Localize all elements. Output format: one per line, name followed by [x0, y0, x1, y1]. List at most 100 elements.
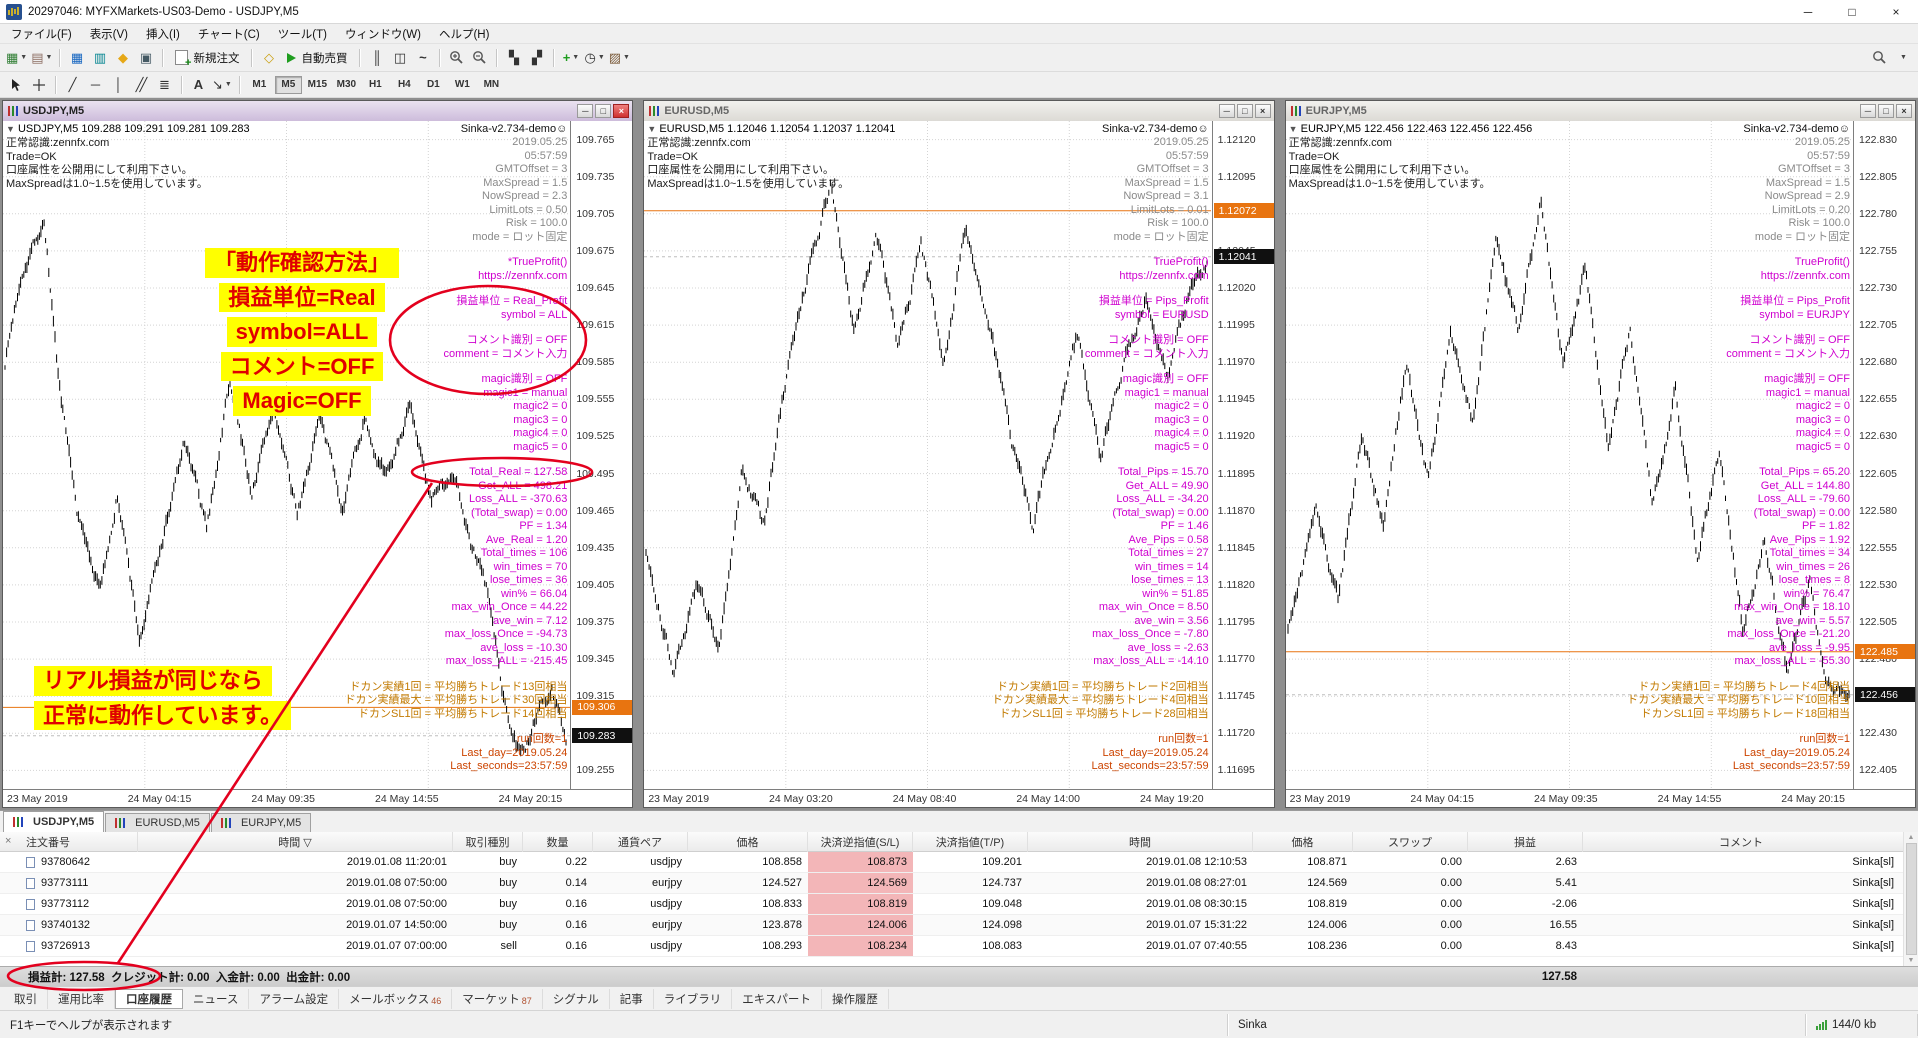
price-scale[interactable]: 122.830 122.805 122.780 122.755 122.730 122.7…: [1852, 121, 1915, 789]
chart-line-button[interactable]: ~: [419, 50, 427, 65]
menu-help[interactable]: ヘルプ(H): [438, 28, 490, 41]
window-minimize-icon[interactable]: ─: [1218, 104, 1235, 118]
channel-button[interactable]: ╱╱: [135, 77, 147, 92]
fibonacci-button[interactable]: ≣: [159, 77, 170, 92]
new-order-button[interactable]: 新規注文: [168, 47, 246, 69]
chart-canvas[interactable]: ▼ USDJPY,M5 109.288 109.291 109.281 109.…: [3, 121, 570, 789]
profiles-button[interactable]: ▤ ▼: [31, 50, 53, 65]
window-minimize-icon[interactable]: ─: [1859, 104, 1876, 118]
table-row[interactable]: 93726913 2019.01.07 07:00:00 sell 0.16 u…: [0, 936, 1918, 957]
table-row[interactable]: 93773111 2019.01.08 07:50:00 buy 0.14 eu…: [0, 873, 1918, 894]
chart-bars-button[interactable]: ║: [372, 50, 382, 65]
toolbar-overflow-button[interactable]: ▼: [1891, 47, 1914, 69]
navigator-button[interactable]: ◆: [117, 50, 128, 65]
terminal-close-icon[interactable]: ×: [5, 835, 12, 847]
menu-window[interactable]: ウィンドウ(W): [344, 28, 421, 41]
window-restore-icon[interactable]: □: [1877, 104, 1894, 118]
search-icon[interactable]: [1868, 47, 1891, 69]
one-click-trading-arrow[interactable]: ▼: [1288, 124, 1298, 134]
trendline-button[interactable]: ╱: [68, 77, 77, 92]
tab-journal[interactable]: 操作履歴: [822, 988, 889, 1009]
window-restore-icon[interactable]: □: [595, 104, 612, 118]
horizontal-line-button[interactable]: ─: [90, 77, 101, 92]
periods-button[interactable]: ◷ ▼: [584, 50, 605, 65]
one-click-trading-arrow[interactable]: ▼: [6, 124, 15, 134]
tab-market[interactable]: マーケット 87: [452, 988, 543, 1009]
terminal-scrollbar[interactable]: ▲ ▼: [1903, 832, 1918, 966]
terminal-button[interactable]: ▣: [139, 50, 153, 65]
timeframe-h1-button[interactable]: H1: [368, 79, 382, 90]
minimize-icon[interactable]: ─: [1803, 4, 1813, 19]
chart-window-titlebar[interactable]: EURJPY,M5 ─ □ ×: [1285, 101, 1915, 121]
timeframe-m5-button[interactable]: M5: [274, 75, 302, 94]
cascade-windows-button[interactable]: ▞: [531, 50, 542, 65]
tab-signals[interactable]: シグナル: [543, 988, 610, 1009]
window-close-icon[interactable]: ×: [613, 104, 630, 118]
scroll-down-icon[interactable]: ▼: [1907, 957, 1915, 964]
vertical-line-button[interactable]: │: [114, 77, 123, 92]
templates-button[interactable]: ▨ ▼: [608, 50, 630, 65]
zoom-in-button[interactable]: [445, 47, 468, 69]
scroll-up-icon[interactable]: ▲: [1907, 834, 1915, 841]
metaeditor-button[interactable]: ◇: [263, 50, 274, 65]
chart-candles-button[interactable]: ◫: [393, 50, 407, 65]
new-chart-button[interactable]: ▦ ▼: [6, 50, 28, 65]
menu-insert[interactable]: 挿入(I): [146, 28, 180, 41]
chart-canvas[interactable]: ▼ EURJPY,M5 122.456 122.463 122.456 122.…: [1285, 121, 1853, 789]
price-scale[interactable]: 109.765 109.735 109.705 109.675 109.645 109.6…: [570, 121, 633, 789]
close-icon[interactable]: ×: [1892, 4, 1900, 19]
timeframe-m30-button[interactable]: M30: [336, 79, 357, 90]
tab-trade[interactable]: 取引: [4, 988, 48, 1009]
indicators-button[interactable]: + ▼: [562, 50, 580, 65]
chart-tab-eurjpy[interactable]: EURJPY,M5: [210, 813, 312, 832]
one-click-trading-arrow[interactable]: ▼: [647, 124, 657, 134]
tab-alerts[interactable]: アラーム設定: [249, 988, 340, 1009]
cursor-button[interactable]: [4, 74, 27, 96]
tab-articles[interactable]: 記事: [610, 988, 654, 1009]
price-scale[interactable]: 1.121201.120951.120701.120451.120201.119…: [1211, 121, 1274, 789]
chart-canvas[interactable]: ▼ EURUSD,M5 1.12046 1.12054 1.12037 1.12…: [644, 121, 1212, 789]
window-restore-icon[interactable]: □: [1236, 104, 1253, 118]
window-close-icon[interactable]: ×: [1254, 104, 1271, 118]
crosshair-button[interactable]: [27, 74, 50, 96]
maximize-icon[interactable]: □: [1848, 4, 1856, 19]
scroll-thumb[interactable]: [1905, 843, 1917, 955]
time-axis[interactable]: 23 May 2019 24 May 04:15 24 May 09:35 24 Ma…: [1285, 789, 1915, 807]
tab-news[interactable]: ニュース: [183, 988, 250, 1009]
zoom-out-button[interactable]: [468, 47, 491, 69]
arrows-button[interactable]: ↘ ▼: [212, 77, 232, 92]
tab-mailbox[interactable]: メールボックス 46: [339, 988, 453, 1009]
timeframe-d1-button[interactable]: D1: [426, 79, 440, 90]
menu-file[interactable]: ファイル(F): [11, 28, 72, 41]
window-close-icon[interactable]: ×: [1895, 104, 1912, 118]
menu-tools[interactable]: ツール(T): [277, 28, 327, 41]
table-row[interactable]: 93773112 2019.01.08 07:50:00 buy 0.16 us…: [0, 894, 1918, 915]
chart-tab-usdjpy[interactable]: USDJPY,M5: [3, 811, 105, 832]
tab-exposure[interactable]: 運用比率: [48, 988, 115, 1009]
menu-chart[interactable]: チャート(C): [197, 28, 260, 41]
history-header-row[interactable]: 注文番号 時間 ▽ 取引種別 数量 通貨ペア 価格 決済逆指値(S/L) 決済指値(T/P) 時…: [0, 832, 1918, 852]
timeframe-h4-button[interactable]: H4: [397, 79, 411, 90]
chart-window-titlebar[interactable]: USDJPY,M5 ─ □ ×: [3, 101, 633, 121]
text-button[interactable]: A: [193, 77, 204, 92]
time-axis[interactable]: 23 May 2019 24 May 03:20 24 May 08:40 24 Ma…: [644, 789, 1274, 807]
tab-account-history[interactable]: 口座履歴: [115, 988, 183, 1009]
tab-experts[interactable]: エキスパート: [732, 988, 822, 1009]
timeframe-m1-button[interactable]: M1: [252, 79, 267, 90]
status-connection[interactable]: 144/0 kb: [1806, 1013, 1918, 1036]
tile-windows-button[interactable]: ▚: [508, 50, 519, 65]
window-minimize-icon[interactable]: ─: [577, 104, 594, 118]
chart-window-titlebar[interactable]: EURUSD,M5 ─ □ ×: [644, 101, 1274, 121]
timeframe-w1-button[interactable]: W1: [454, 79, 470, 90]
tab-library[interactable]: ライブラリ: [654, 988, 733, 1009]
chart-tab-eurusd[interactable]: EURUSD,M5: [105, 813, 210, 832]
timeframe-m15-button[interactable]: M15: [307, 79, 328, 90]
market-watch-button[interactable]: ▦: [70, 50, 84, 65]
auto-trading-button[interactable]: 自動売買: [280, 47, 354, 69]
menu-view[interactable]: 表示(V): [89, 28, 129, 41]
data-window-button[interactable]: ▥: [93, 50, 107, 65]
time-axis[interactable]: 23 May 2019 24 May 04:15 24 May 09:35 24 Ma…: [3, 789, 633, 807]
timeframe-mn-button[interactable]: MN: [483, 79, 500, 90]
table-row[interactable]: 93740132 2019.01.07 14:50:00 buy 0.16 eu…: [0, 915, 1918, 936]
table-row[interactable]: 93780642 2019.01.08 11:20:01 buy 0.22 us…: [0, 852, 1918, 873]
